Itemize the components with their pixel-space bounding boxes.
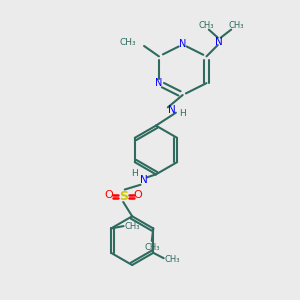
Text: CH₃: CH₃	[229, 21, 244, 30]
Text: H: H	[131, 169, 138, 178]
Text: S: S	[119, 190, 128, 202]
Text: CH₃: CH₃	[198, 21, 214, 30]
Text: O: O	[105, 190, 113, 200]
Text: N: N	[140, 175, 147, 185]
Text: CH₃: CH₃	[165, 255, 180, 264]
Text: CH₃: CH₃	[119, 38, 136, 47]
Text: H: H	[179, 110, 186, 118]
Text: N: N	[179, 40, 186, 50]
Text: N: N	[168, 105, 176, 115]
Text: N: N	[155, 78, 163, 88]
Text: CH₃: CH₃	[125, 222, 140, 231]
Text: CH₃: CH₃	[144, 243, 160, 252]
Text: O: O	[133, 190, 142, 200]
Text: N: N	[215, 37, 223, 46]
